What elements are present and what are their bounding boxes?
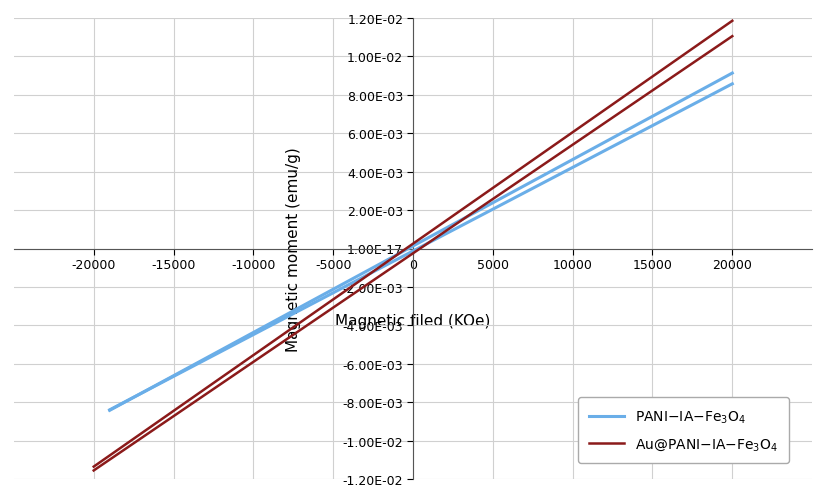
Line: Au@PANI$-$IA$-$Fe$_3$O$_4$: Au@PANI$-$IA$-$Fe$_3$O$_4$	[93, 22, 733, 467]
PANI$-$IA$-$Fe$_3$O$_4$	[105, 407, 115, 413]
PANI$-$IA$-$Fe$_3$O$_4$	[212, 349, 222, 355]
Au@PANI$-$IA$-$Fe$_3$O$_4$	[334, 293, 344, 299]
PANI$-$IA$-$Fe$_3$O$_4$	[715, 78, 725, 84]
PANI$-$IA$-$Fe$_3$O$_4$	[344, 279, 354, 285]
Line: PANI$-$IA$-$Fe$_3$O$_4$: PANI$-$IA$-$Fe$_3$O$_4$	[110, 74, 733, 410]
Y-axis label: Magnetic moment (emu/g): Magnetic moment (emu/g)	[286, 147, 301, 351]
Au@PANI$-$IA$-$Fe$_3$O$_4$	[728, 19, 738, 25]
Au@PANI$-$IA$-$Fe$_3$O$_4$	[199, 387, 209, 393]
PANI$-$IA$-$Fe$_3$O$_4$	[728, 71, 738, 77]
PANI$-$IA$-$Fe$_3$O$_4$	[370, 264, 380, 270]
PANI$-$IA$-$Fe$_3$O$_4$	[176, 369, 186, 375]
Legend: PANI$-$IA$-$Fe$_3$O$_4$, Au@PANI$-$IA$-$Fe$_3$O$_4$: PANI$-$IA$-$Fe$_3$O$_4$, Au@PANI$-$IA$-$…	[578, 398, 789, 463]
Au@PANI$-$IA$-$Fe$_3$O$_4$	[88, 464, 98, 470]
Au@PANI$-$IA$-$Fe$_3$O$_4$	[162, 413, 172, 419]
X-axis label: Magnetic filed (KOe): Magnetic filed (KOe)	[335, 313, 491, 328]
Au@PANI$-$IA$-$Fe$_3$O$_4$	[714, 28, 724, 34]
Au@PANI$-$IA$-$Fe$_3$O$_4$	[646, 75, 656, 81]
PANI$-$IA$-$Fe$_3$O$_4$	[648, 114, 658, 120]
Au@PANI$-$IA$-$Fe$_3$O$_4$	[361, 274, 371, 280]
